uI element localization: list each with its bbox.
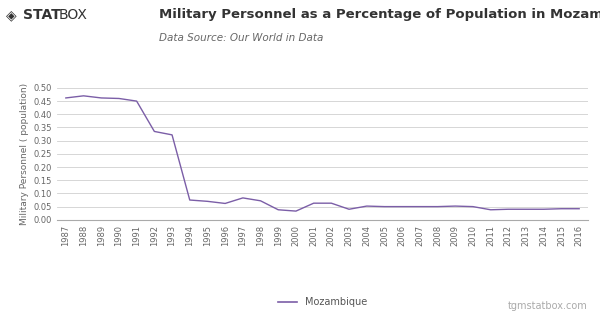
- Text: tgmstatbox.com: tgmstatbox.com: [508, 301, 588, 311]
- Text: ◈: ◈: [6, 8, 22, 22]
- Text: STAT: STAT: [23, 8, 61, 22]
- Text: Military Personnel as a Percentage of Population in Mozambique, 1987–2016: Military Personnel as a Percentage of Po…: [159, 8, 600, 21]
- Text: Data Source: Our World in Data: Data Source: Our World in Data: [159, 33, 323, 43]
- Text: BOX: BOX: [59, 8, 88, 22]
- Legend: Mozambique: Mozambique: [274, 293, 371, 311]
- Y-axis label: Military Personnel ( population): Military Personnel ( population): [20, 83, 29, 225]
